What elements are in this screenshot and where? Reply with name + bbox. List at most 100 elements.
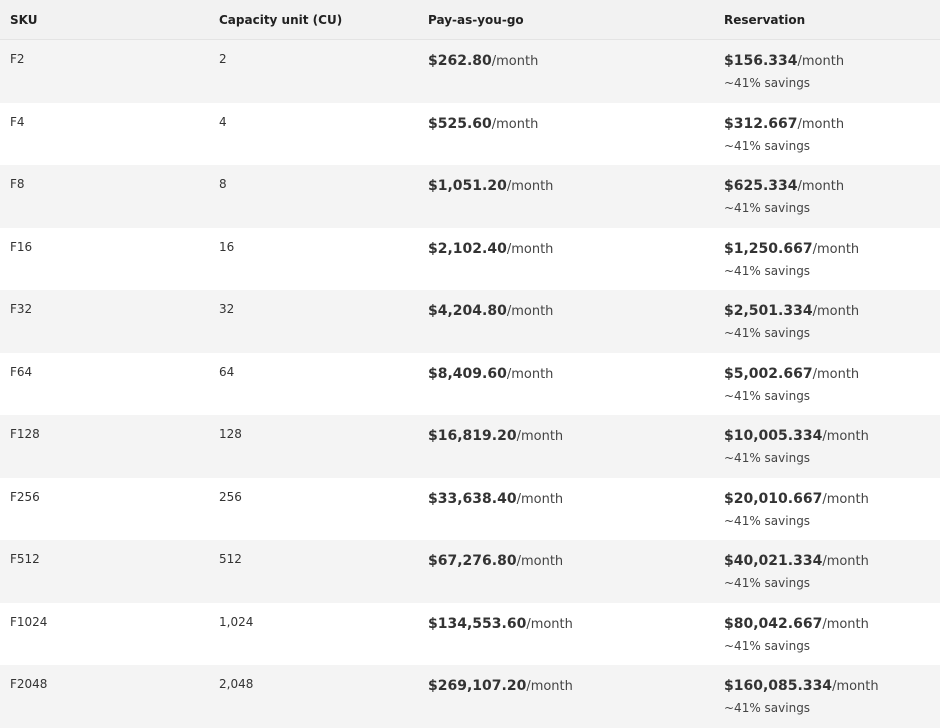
reservation-price: $160,085.334 — [724, 678, 833, 695]
savings: ~41% savings — [724, 138, 811, 153]
cu-cell: 2,048 — [219, 677, 254, 692]
header-cell: SKU — [10, 13, 38, 27]
cu-cell: 512 — [219, 552, 242, 567]
reservation-unit: /month — [822, 429, 869, 445]
table-row: F32 32 $4,204.80/month $2,501.334/month ~41%… — [0, 290, 940, 353]
savings: ~41% savings — [724, 201, 811, 216]
sku-cell: F512 — [10, 552, 40, 567]
savings: ~41% savings — [724, 451, 811, 466]
header-cell: Reservation — [724, 13, 806, 27]
reservation-cell: $80,042.667/month — [724, 616, 869, 632]
sku-cell: F64 — [10, 364, 33, 379]
reservation-price: $156.334 — [724, 53, 798, 69]
table-row: F64 64 $8,409.60/month $5,002.667/month ~41%… — [0, 353, 940, 416]
reservation-price: $10,005.334 — [724, 428, 823, 445]
payg-unit: /month — [516, 429, 564, 445]
sku-cell: F2 — [10, 52, 25, 66]
header-cell: Capacity unit (CU) — [219, 13, 343, 27]
reservation-unit: /month — [832, 679, 879, 695]
payg-price: $134,553.60 — [428, 615, 527, 632]
payg-unit: /month — [526, 679, 573, 695]
payg-price: $262.80 — [428, 53, 492, 69]
sku-cell: F256 — [10, 489, 40, 504]
reservation-cell: $10,005.334/month — [724, 428, 869, 444]
sku-cell: F2048 — [10, 677, 48, 692]
reservation-price: $20,010.667 — [724, 490, 823, 507]
payg-cell: $67,276.80/month — [428, 553, 563, 569]
payg-unit: /month — [506, 366, 554, 382]
payg-unit: /month — [506, 241, 554, 257]
savings: ~41% savings — [724, 76, 811, 90]
reservation-cell: $20,010.667/month — [724, 491, 869, 507]
reservation-unit: /month — [812, 366, 860, 382]
savings: ~41% savings — [724, 513, 811, 528]
reservation-price: $625.334 — [724, 178, 798, 195]
cu-cell: 2 — [219, 52, 227, 66]
table-row: F128 128 $16,819.20/month $10,005.334/month… — [0, 415, 940, 478]
table-row: F2048 2,048 $269,107.20/month $160,085.334/… — [0, 665, 940, 728]
payg-price: $525.60 — [428, 115, 492, 132]
payg-cell: $4,204.80/month — [428, 303, 553, 319]
reservation-unit: /month — [812, 304, 860, 320]
payg-cell: $525.60/month — [428, 116, 538, 132]
payg-unit: /month — [526, 616, 573, 632]
payg-cell: $134,553.60/month — [428, 616, 573, 632]
sku-cell: F32 — [10, 302, 33, 317]
sku-cell: F1024 — [10, 614, 48, 629]
payg-price: $8,409.60 — [428, 365, 507, 382]
savings: ~41% savings — [724, 388, 811, 403]
reservation-cell: $156.334/month — [724, 53, 844, 69]
reservation-price: $1,250.667 — [724, 240, 813, 257]
table-row: F16 16 $2,102.40/month $1,250.667/month ~41%… — [0, 228, 940, 291]
payg-cell: $33,638.40/month — [428, 491, 563, 507]
reservation-price: $5,002.667 — [724, 365, 813, 382]
payg-price: $269,107.20 — [428, 678, 527, 695]
reservation-price: $2,501.334 — [724, 303, 813, 320]
sku-cell: F8 — [10, 177, 25, 192]
savings: ~41% savings — [724, 638, 811, 653]
reservation-unit: /month — [822, 616, 869, 632]
payg-price: $2,102.40 — [428, 240, 507, 257]
table-row: F2 2 $262.80/month $156.334/month ~41% savin… — [0, 40, 940, 103]
table-row: F4 4 $525.60/month $312.667/month ~41% savin… — [0, 103, 940, 166]
cu-cell: 64 — [219, 364, 235, 379]
payg-unit: /month — [491, 116, 539, 132]
reservation-unit: /month — [822, 554, 869, 570]
payg-unit: /month — [516, 554, 564, 570]
reservation-cell: $40,021.334/month — [724, 553, 869, 569]
payg-unit: /month — [491, 54, 539, 69]
cu-cell: 128 — [219, 427, 242, 442]
payg-price: $16,819.20 — [428, 428, 517, 445]
cu-cell: 1,024 — [219, 614, 254, 629]
cu-cell: 16 — [219, 239, 235, 254]
payg-cell: $1,051.20/month — [428, 178, 553, 194]
header-row: SKU Capacity unit (CU) Pay-as-you-go Res… — [0, 0, 940, 40]
sku-cell: F16 — [10, 239, 33, 254]
reservation-unit: /month — [797, 179, 845, 195]
payg-price: $33,638.40 — [428, 490, 517, 507]
table-row: F256 256 $33,638.40/month $20,010.667/month… — [0, 478, 940, 541]
payg-cell: $16,819.20/month — [428, 428, 563, 444]
payg-unit: /month — [506, 304, 554, 320]
sku-cell: F4 — [10, 114, 25, 129]
reservation-price: $80,042.667 — [724, 615, 823, 632]
savings: ~41% savings — [724, 263, 811, 278]
payg-cell: $269,107.20/month — [428, 678, 573, 694]
savings: ~41% savings — [724, 576, 811, 591]
savings: ~41% savings — [724, 326, 811, 341]
header-cell: Pay-as-you-go — [428, 13, 524, 27]
reservation-unit: /month — [822, 491, 869, 507]
reservation-cell: $625.334/month — [724, 178, 844, 194]
payg-cell: $8,409.60/month — [428, 366, 553, 382]
reservation-price: $312.667 — [724, 115, 798, 132]
cu-cell: 4 — [219, 114, 227, 129]
table-row: F8 8 $1,051.20/month $625.334/month ~41% sav… — [0, 165, 940, 228]
payg-unit: /month — [516, 491, 564, 507]
cu-cell: 8 — [219, 177, 227, 192]
payg-price: $1,051.20 — [428, 178, 507, 195]
payg-unit: /month — [506, 179, 554, 195]
reservation-cell: $5,002.667/month — [724, 366, 859, 382]
reservation-price: $40,021.334 — [724, 553, 823, 570]
table-row: F512 512 $67,276.80/month $40,021.334/month… — [0, 540, 940, 603]
